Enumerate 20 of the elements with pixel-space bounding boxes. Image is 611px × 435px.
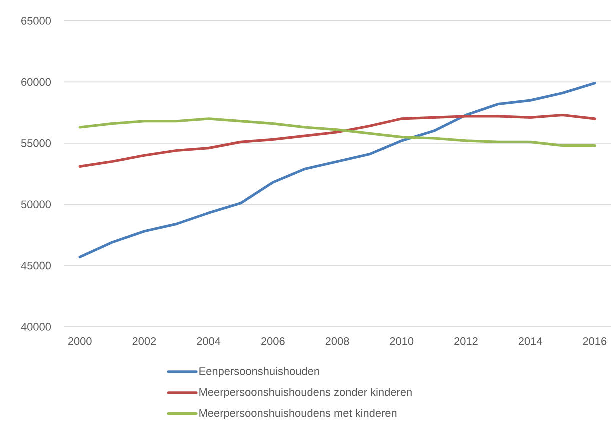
x-tick-label: 2010 bbox=[390, 338, 414, 346]
x-tick-label: 2012 bbox=[454, 338, 478, 346]
x-tick-label: 2006 bbox=[262, 338, 285, 346]
legend-label: Meerpersoonshuishoudens zonder kinderen bbox=[200, 388, 412, 398]
x-tick-label: 2004 bbox=[197, 338, 221, 346]
line-series bbox=[78, 114, 596, 168]
x-tick-label: 2014 bbox=[518, 338, 542, 346]
line-series bbox=[78, 82, 596, 259]
y-tick-label: 60000 bbox=[22, 78, 52, 86]
x-tick-label: 2002 bbox=[132, 338, 156, 346]
y-tick-label: 50000 bbox=[21, 200, 52, 208]
y-tick-label: 65000 bbox=[22, 17, 52, 25]
x-tick-label: 2000 bbox=[68, 338, 92, 346]
x-tick-label: 2016 bbox=[583, 338, 607, 346]
y-tick-label: 55000 bbox=[21, 140, 52, 148]
legend-label: Meerpersoonshuishoudens met kinderen bbox=[200, 409, 397, 420]
y-tick-label: 40000 bbox=[21, 323, 52, 331]
x-tick-label: 2008 bbox=[326, 338, 350, 346]
y-tick-label: 45000 bbox=[21, 262, 52, 270]
legend-label: Eenpersoonshuishouden bbox=[200, 367, 320, 378]
